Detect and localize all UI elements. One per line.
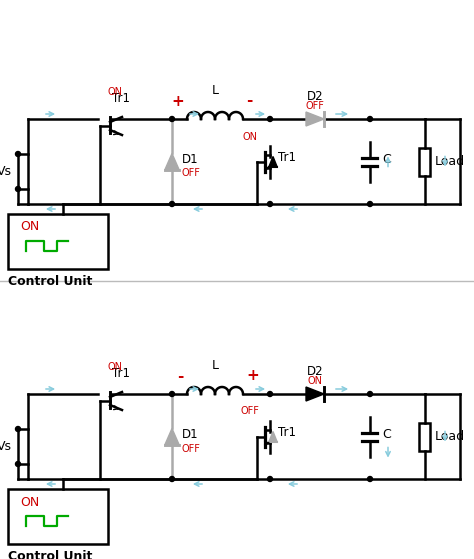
Polygon shape bbox=[306, 112, 324, 126]
Text: D2: D2 bbox=[307, 90, 323, 103]
Polygon shape bbox=[269, 157, 277, 167]
Text: +: + bbox=[246, 368, 259, 383]
Text: OFF: OFF bbox=[306, 101, 324, 111]
Bar bbox=[8, 214, 108, 269]
Text: Control Unit: Control Unit bbox=[8, 550, 92, 559]
Text: -: - bbox=[178, 368, 184, 383]
Text: ON: ON bbox=[20, 495, 40, 509]
Circle shape bbox=[267, 476, 273, 481]
Text: Control Unit: Control Unit bbox=[8, 275, 92, 288]
Text: ON: ON bbox=[243, 131, 257, 141]
Polygon shape bbox=[269, 432, 277, 442]
Text: Load: Load bbox=[435, 155, 465, 168]
Circle shape bbox=[267, 116, 273, 121]
Text: L: L bbox=[211, 84, 219, 97]
Circle shape bbox=[170, 116, 174, 121]
Circle shape bbox=[367, 391, 373, 396]
Circle shape bbox=[367, 116, 373, 121]
Text: OFF: OFF bbox=[182, 168, 201, 178]
Text: OFF: OFF bbox=[182, 443, 201, 453]
Circle shape bbox=[16, 462, 20, 467]
Circle shape bbox=[367, 476, 373, 481]
Text: ON: ON bbox=[108, 87, 123, 97]
Circle shape bbox=[267, 201, 273, 206]
Text: +: + bbox=[171, 93, 184, 108]
Circle shape bbox=[367, 201, 373, 206]
Circle shape bbox=[16, 187, 20, 192]
Bar bbox=[8, 489, 108, 544]
Text: Tr1: Tr1 bbox=[112, 367, 130, 380]
Text: ON: ON bbox=[20, 220, 40, 234]
Polygon shape bbox=[306, 387, 324, 401]
Text: C: C bbox=[382, 153, 391, 166]
Polygon shape bbox=[165, 154, 179, 169]
Text: Tr1: Tr1 bbox=[112, 92, 130, 105]
Text: D2: D2 bbox=[307, 365, 323, 378]
Text: C: C bbox=[382, 428, 391, 441]
Text: Load: Load bbox=[435, 430, 465, 443]
Text: ON: ON bbox=[308, 376, 322, 386]
Circle shape bbox=[16, 427, 20, 432]
Bar bbox=[419, 148, 430, 176]
Polygon shape bbox=[165, 429, 179, 444]
Text: OFF: OFF bbox=[241, 406, 259, 416]
Circle shape bbox=[16, 151, 20, 157]
Text: ON: ON bbox=[108, 362, 123, 372]
Circle shape bbox=[267, 391, 273, 396]
Text: Tr1: Tr1 bbox=[278, 426, 296, 439]
Text: Vs: Vs bbox=[0, 165, 11, 178]
Text: D1: D1 bbox=[182, 428, 199, 441]
Text: Vs: Vs bbox=[0, 440, 11, 453]
Text: L: L bbox=[211, 359, 219, 372]
Text: D1: D1 bbox=[182, 153, 199, 166]
Text: -: - bbox=[246, 93, 252, 108]
Circle shape bbox=[170, 201, 174, 206]
Text: Tr1: Tr1 bbox=[278, 151, 296, 164]
Circle shape bbox=[170, 391, 174, 396]
Circle shape bbox=[170, 476, 174, 481]
Bar bbox=[419, 423, 430, 451]
